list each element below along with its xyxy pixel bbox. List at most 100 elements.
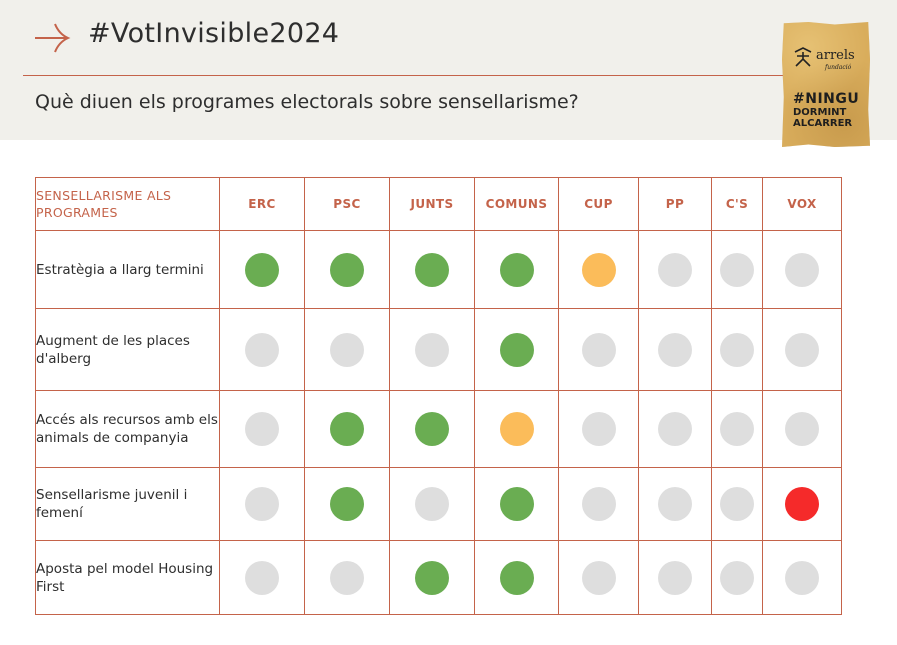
status-dot-gray bbox=[720, 332, 754, 367]
status-dot-gray bbox=[245, 560, 279, 595]
status-cell bbox=[762, 308, 842, 391]
status-dot-green bbox=[330, 487, 364, 521]
status-cell bbox=[474, 230, 559, 309]
status-dot-gray bbox=[720, 487, 754, 521]
party-header: PSC bbox=[304, 177, 390, 231]
status-dot-green bbox=[499, 487, 534, 521]
row-label: Aposta pel model Housing First bbox=[35, 540, 220, 615]
status-cell bbox=[389, 467, 475, 541]
logo-slogan-line: ALCARRER bbox=[793, 118, 853, 129]
row-label: Sensellarisme juvenil i femení bbox=[35, 467, 220, 541]
status-cell bbox=[389, 540, 475, 615]
logo-slogan-line: #NINGU bbox=[793, 91, 860, 107]
corner-header: SENSELLARISME ALS PROGRAMES bbox=[35, 177, 220, 231]
status-cell bbox=[474, 467, 559, 541]
status-dot-green bbox=[499, 252, 534, 287]
status-cell bbox=[762, 390, 842, 468]
party-header: JUNTS bbox=[389, 177, 475, 231]
status-dot-gray bbox=[658, 252, 692, 287]
table-header-row: SENSELLARISME ALS PROGRAMES ERC PSC JUNTS C… bbox=[35, 177, 842, 231]
status-cell bbox=[219, 308, 305, 391]
arrow-right-icon bbox=[35, 23, 71, 53]
party-comparison-table: SENSELLARISME ALS PROGRAMES ERC PSC JUNTS C… bbox=[35, 177, 842, 615]
logo-slogan: #NINGU DORMINT ALCARRER bbox=[793, 91, 867, 130]
logo-slogan-line: DORMINT bbox=[793, 107, 847, 118]
status-cell bbox=[304, 230, 390, 309]
party-header: COMUNS bbox=[474, 177, 559, 231]
status-cell bbox=[711, 230, 763, 309]
status-dot-gray bbox=[785, 412, 819, 446]
status-dot-gray bbox=[785, 252, 819, 287]
status-dot-green bbox=[415, 560, 449, 595]
status-cell bbox=[711, 540, 763, 615]
status-dot-gray bbox=[658, 487, 692, 521]
status-cell bbox=[219, 467, 305, 541]
status-dot-gray bbox=[785, 560, 819, 595]
arrels-mark-icon bbox=[794, 47, 812, 67]
status-cell bbox=[474, 540, 559, 615]
table-row: Sensellarisme juvenil i femení bbox=[35, 467, 842, 541]
status-dot-red bbox=[785, 487, 819, 521]
title-divider bbox=[23, 75, 783, 76]
status-cell bbox=[474, 308, 559, 391]
status-dot-gray bbox=[581, 412, 616, 446]
status-cell bbox=[711, 390, 763, 468]
status-dot-green bbox=[499, 560, 534, 595]
status-dot-gray bbox=[581, 560, 616, 595]
status-dot-gray bbox=[581, 487, 616, 521]
header-band: #VotInvisible2024 Què diuen els programe… bbox=[0, 0, 897, 140]
status-cell bbox=[219, 390, 305, 468]
status-dot-gray bbox=[720, 560, 754, 595]
status-cell bbox=[558, 230, 639, 309]
table-row: Aposta pel model Housing First bbox=[35, 540, 842, 615]
status-cell bbox=[304, 467, 390, 541]
status-dot-gray bbox=[415, 332, 449, 367]
status-dot-gray bbox=[245, 412, 279, 446]
logo-name: arrels bbox=[816, 48, 855, 63]
status-cell bbox=[558, 540, 639, 615]
arrels-logo: arrels fundació #NINGU DORMINT ALCARRER bbox=[782, 22, 870, 147]
page-subtitle: Què diuen els programes electorals sobre… bbox=[35, 91, 579, 113]
status-dot-green bbox=[330, 252, 364, 287]
party-header: C'S bbox=[711, 177, 763, 231]
row-label: Accés als recursos amb els animals de co… bbox=[35, 390, 220, 468]
status-dot-green bbox=[330, 412, 364, 446]
table-row: Accés als recursos amb els animals de co… bbox=[35, 390, 842, 468]
status-cell bbox=[389, 390, 475, 468]
status-dot-gray bbox=[658, 412, 692, 446]
table-row: Augment de les places d'alberg bbox=[35, 308, 842, 391]
status-cell bbox=[638, 230, 712, 309]
status-dot-green bbox=[245, 252, 279, 287]
status-dot-gray bbox=[658, 560, 692, 595]
status-dot-gray bbox=[330, 560, 364, 595]
party-header: PP bbox=[638, 177, 712, 231]
status-cell bbox=[304, 390, 390, 468]
table-body: Estratègia a llarg termini Augment de les… bbox=[35, 230, 842, 615]
status-dot-green bbox=[415, 412, 449, 446]
logo-sub: fundació bbox=[825, 64, 852, 71]
status-cell bbox=[558, 390, 639, 468]
status-cell bbox=[474, 390, 559, 468]
status-cell bbox=[304, 308, 390, 391]
status-cell bbox=[762, 230, 842, 309]
status-cell bbox=[219, 230, 305, 309]
status-dot-gray bbox=[785, 332, 819, 367]
status-dot-gray bbox=[720, 252, 754, 287]
party-header: ERC bbox=[219, 177, 305, 231]
status-cell bbox=[638, 390, 712, 468]
status-cell bbox=[389, 308, 475, 391]
row-label: Augment de les places d'alberg bbox=[35, 308, 220, 391]
status-cell bbox=[711, 308, 763, 391]
party-header: CUP bbox=[558, 177, 639, 231]
status-dot-gray bbox=[415, 487, 449, 521]
status-cell bbox=[711, 467, 763, 541]
status-dot-gray bbox=[720, 412, 754, 446]
row-label: Estratègia a llarg termini bbox=[35, 230, 220, 309]
status-dot-orange bbox=[581, 252, 616, 287]
status-dot-gray bbox=[245, 332, 279, 367]
status-cell bbox=[638, 467, 712, 541]
status-cell bbox=[219, 540, 305, 615]
status-cell bbox=[762, 467, 842, 541]
status-cell bbox=[762, 540, 842, 615]
status-dot-green bbox=[499, 332, 534, 367]
